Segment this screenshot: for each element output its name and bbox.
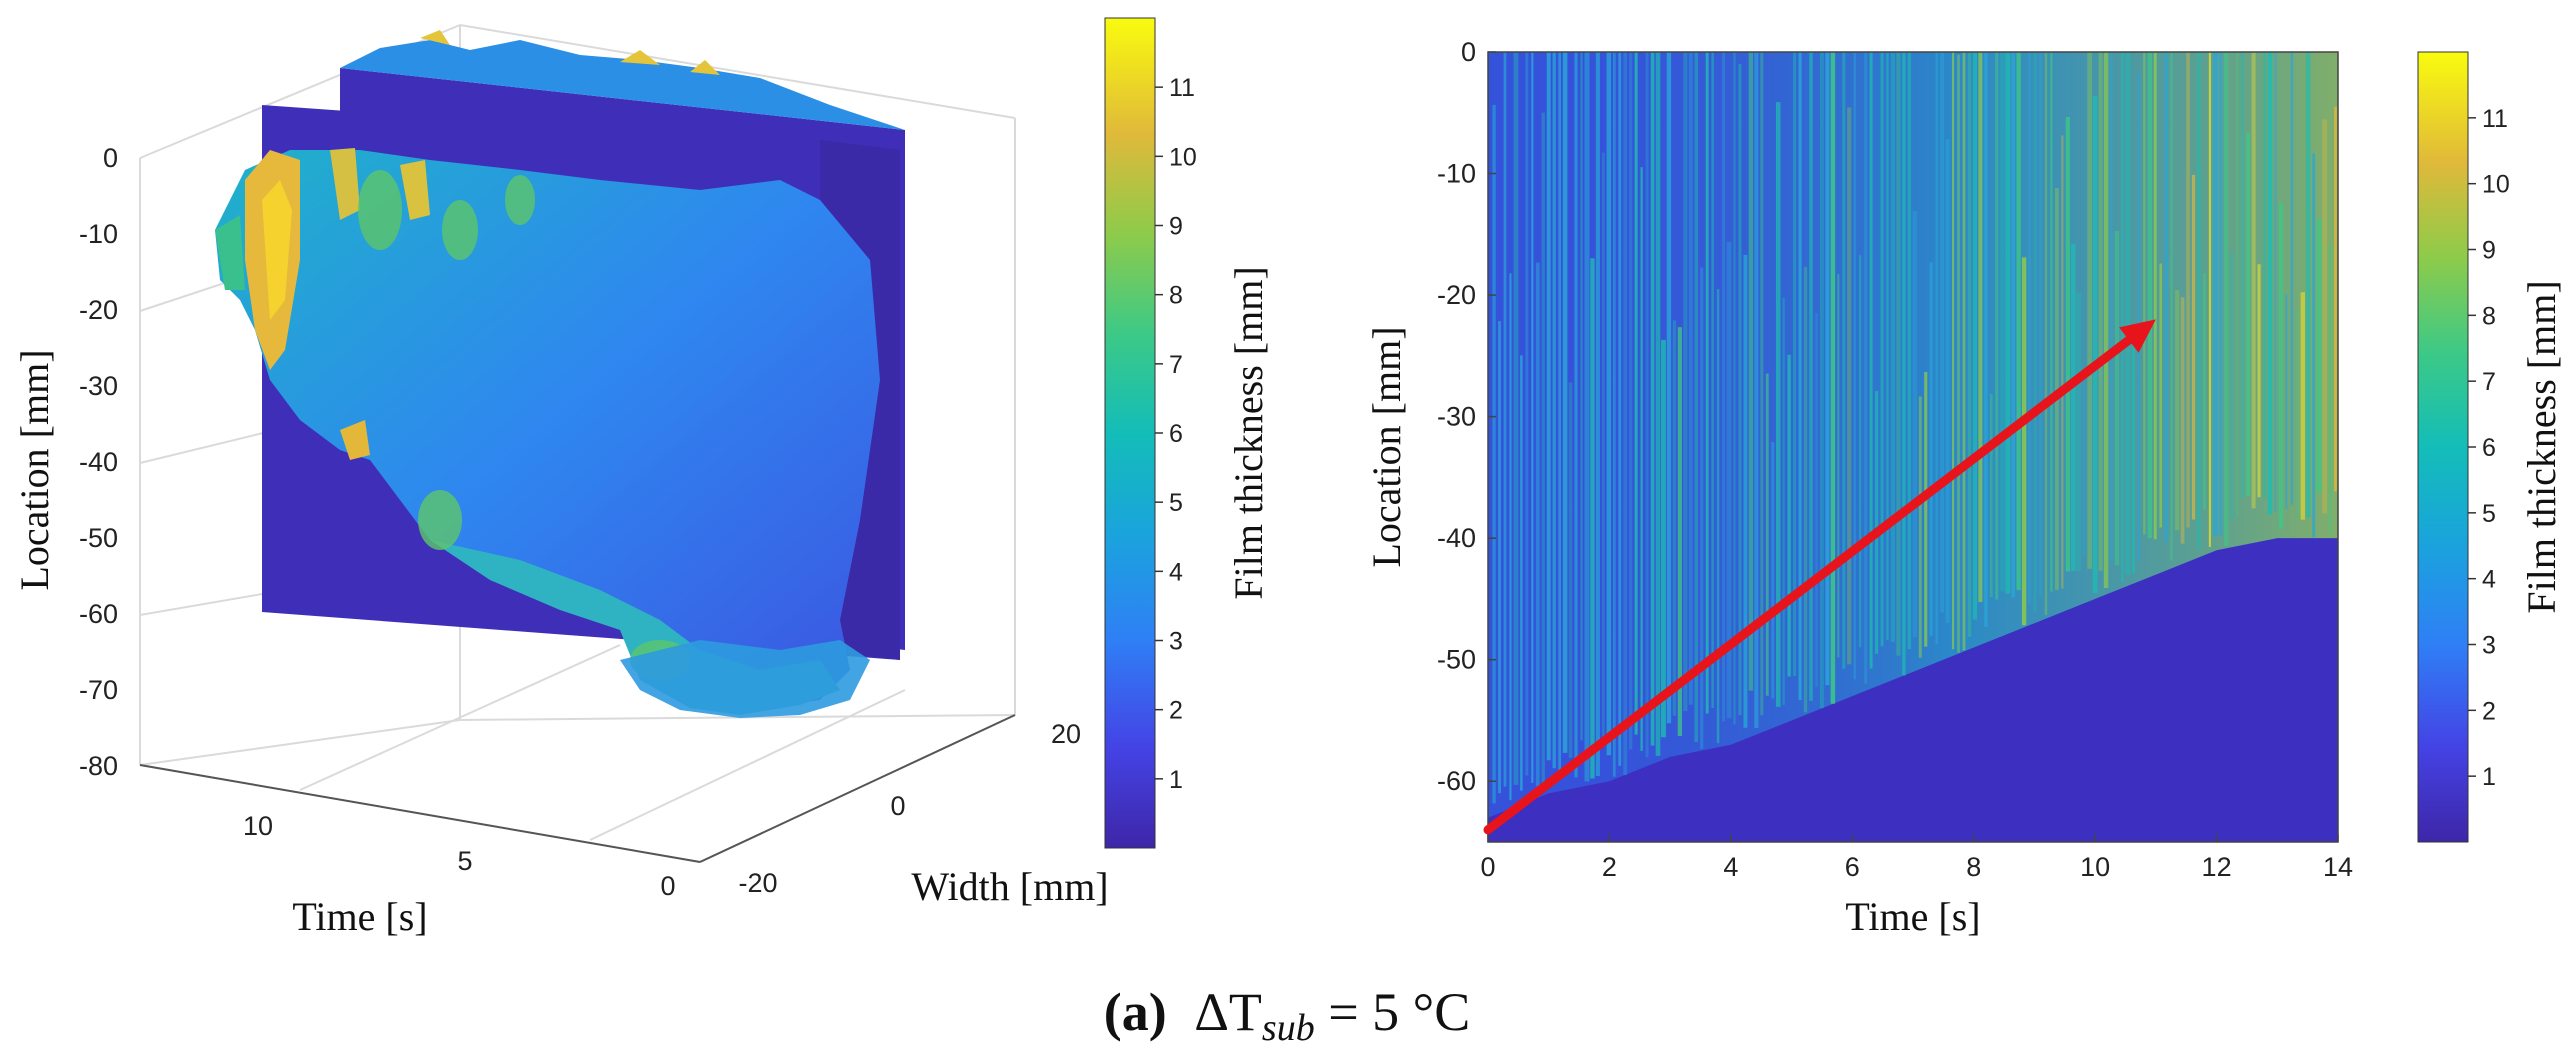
y-tick-label: -50 [1437,645,1476,675]
y-tick: 0 [890,791,905,821]
colorbar-tick-label: 10 [1169,143,1197,171]
colorbar-tick-label: 4 [1169,558,1183,586]
heatmap-x-axis-label: Time [s] [1845,894,1980,939]
z-tick: -70 [79,675,118,705]
colorbar-tick-label: 11 [1169,74,1195,102]
colorbar-right: 1 2 3 4 5 6 7 8 9 10 11 Film thickness [mm] [2417,51,2564,843]
colorbar-tick-label: 5 [1169,489,1183,517]
z-axis: 0 -10 -20 -30 -40 -50 -60 -70 -80 Locati… [12,143,118,781]
y-tick-label: -60 [1437,766,1476,796]
growth-arrow [1483,335,2134,835]
x-tick-label: 6 [1845,852,1860,882]
colorbar-ticks: 1 2 3 4 5 6 7 8 9 10 11 [2468,105,2510,791]
heatmap-x-axis: 0 2 4 6 8 10 12 14 [1480,834,2353,882]
x-tick: 10 [243,811,273,841]
y-tick-label: -30 [1437,402,1476,432]
heatmap-frame [1487,51,2339,843]
colorbar-tick-label: 3 [2482,632,2496,660]
x-tick-label: 10 [2080,852,2110,882]
z-tick: -10 [79,219,118,249]
x-tick-label: 0 [1480,852,1495,882]
bottom-lobe [620,640,870,718]
x-axis-label: Time [s] [292,894,427,939]
film-area-shading [1488,52,2338,818]
heatmap-y-axis: 0 -10 -20 -30 -40 -50 -60 [1437,37,1496,796]
z-tick: -20 [79,295,118,325]
x-tick-label: 4 [1723,852,1738,882]
z-tick: -50 [79,523,118,553]
figure-caption: (a) ΔTsub = 5 °C [1104,982,1471,1049]
surface-3d-plot: 0 -10 -20 -30 -40 -50 -60 -70 -80 Locati… [12,24,1109,939]
z-axis-label: Location [mm] [12,349,57,590]
colorbar-tick-label: 1 [1169,766,1183,794]
heatmap-y-axis-label: Location [mm] [1364,326,1409,567]
x-tick-label: 14 [2323,852,2353,882]
x-tick: 0 [660,871,675,901]
caption-subscript: sub [1262,1007,1315,1049]
colorbar-tick-label: 3 [1169,628,1183,656]
colorbar-tick-label: 9 [1169,213,1183,241]
x-tick-label: 12 [2202,852,2232,882]
colorbar-label: Film thickness [mm] [1226,266,1271,599]
colorbar-tick-label: 1 [2482,763,2496,791]
colorbar-tick-label: 6 [2482,434,2496,462]
growth-arrow-head [2119,319,2156,353]
film-surface [215,150,880,710]
colorbar-label: Film thickness [mm] [2519,280,2564,613]
y-tick-label: 0 [1461,37,1476,67]
colorbar-tick-label: 6 [1169,420,1183,448]
x-tick-label: 2 [1602,852,1617,882]
y-axis-3d: -20 0 20 Width [mm] [699,714,1109,909]
y-axis-label: Width [mm] [911,864,1108,909]
hot-spots [215,148,430,460]
colorbar-tick-label: 5 [2482,500,2496,528]
colorbar-ticks: 1 2 3 4 5 6 7 8 9 10 11 [1155,74,1197,794]
ridge-peaks [420,30,720,75]
z-tick: -80 [79,751,118,781]
caption-value: = 5 °C [1315,982,1471,1042]
caption-label: (a) [1104,982,1167,1042]
y-tick-label: -20 [1437,280,1476,310]
film-region [1488,52,2338,818]
grid-3d [139,24,1016,863]
x-tick: 5 [457,846,472,876]
colorbar-tick-label: 8 [1169,282,1183,310]
colorbar-tick-label: 4 [2482,566,2496,594]
colorbar-tick-label: 2 [2482,697,2496,725]
x-axis-3d: 10 5 0 Time [s] [139,764,701,939]
colorbar-tick-label: 8 [2482,302,2496,330]
y-tick: -20 [738,868,777,898]
colorbar-left: 1 2 3 4 5 6 7 8 9 10 11 Film thickness [mm] [1104,17,1271,849]
colorbar-tick-label: 7 [1169,351,1183,379]
z-tick: 0 [103,143,118,173]
colorbar-tick-label: 9 [2482,237,2496,265]
z-tick: -40 [79,447,118,477]
colorbar-tick-label: 10 [2482,171,2510,199]
x-tick-label: 8 [1966,852,1981,882]
y-tick-label: -40 [1437,523,1476,553]
caption-symbol: ΔT [1194,982,1262,1042]
colorbar-tick-label: 11 [2482,105,2508,133]
y-tick-label: -10 [1437,159,1476,189]
y-tick: 20 [1051,719,1081,749]
z-tick: -60 [79,599,118,629]
colorbar-tick-label: 7 [2482,368,2496,396]
top-ridge [340,40,905,130]
z-tick: -30 [79,371,118,401]
colorbar-tick-label: 2 [1169,697,1183,725]
heatmap-plot: 0 2 4 6 8 10 12 14 0 -10 -20 -30 -40 -50 -60 Time [s]… [1364,37,2353,939]
film-streaks [1492,52,2337,804]
